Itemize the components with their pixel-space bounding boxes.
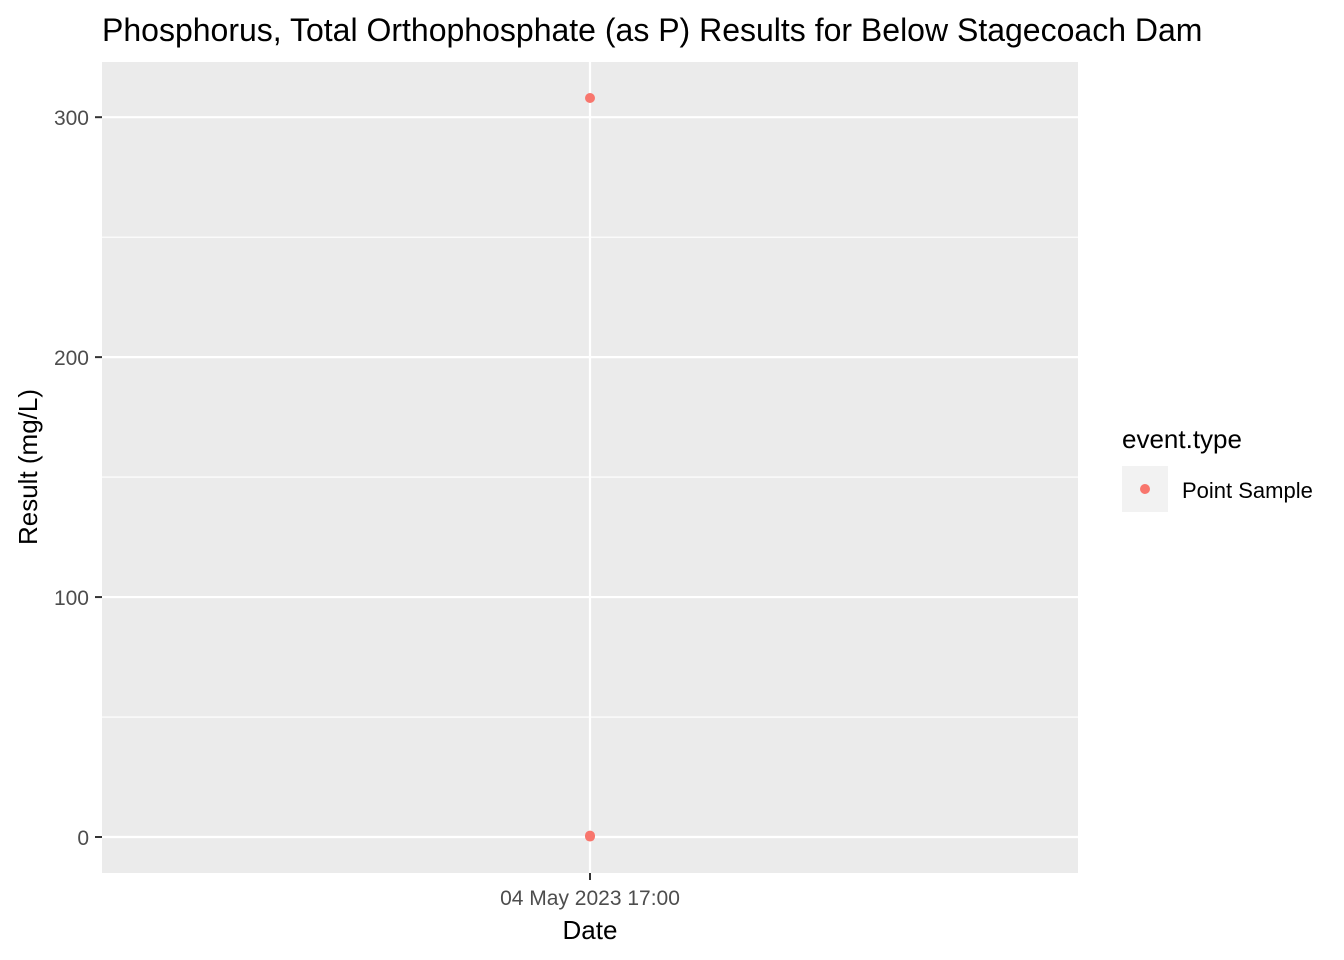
x-tick-label: 04 May 2023 17:00: [500, 887, 680, 910]
x-axis-label: Date: [563, 915, 618, 945]
chart-title: Phosphorus, Total Orthophosphate (as P) …: [102, 12, 1202, 48]
legend-title: event.type: [1122, 424, 1242, 454]
y-tick-label: 0: [77, 827, 89, 850]
y-tick-label: 200: [54, 347, 89, 370]
data-point: [585, 92, 595, 103]
data-point: [585, 831, 595, 842]
legend: event.type Point Sample: [1122, 424, 1313, 512]
legend-key-point: [1140, 484, 1150, 494]
legend-entry-label: Point Sample: [1182, 478, 1313, 503]
y-tick-label: 100: [54, 587, 89, 610]
y-axis: 0 100 200 300: [54, 107, 102, 850]
y-tick-label: 300: [54, 107, 89, 130]
y-axis-label: Result (mg/L): [13, 389, 43, 545]
x-axis: 04 May 2023 17:00: [500, 873, 680, 910]
data-points: [585, 92, 595, 842]
